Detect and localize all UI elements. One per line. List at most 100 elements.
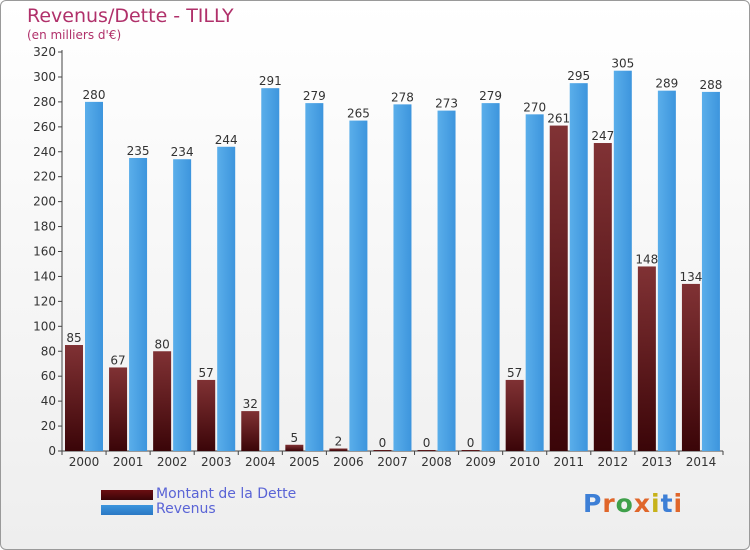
y-tick-label: 320: [33, 45, 56, 59]
debt-bar: [241, 411, 260, 451]
legend-swatch-revenue: [101, 505, 153, 515]
y-tick-label: 80: [41, 344, 56, 358]
revenue-bar: [657, 90, 676, 451]
logo-letter: r: [602, 489, 616, 518]
x-tick-label: 2008: [421, 455, 452, 469]
x-tick-label: 2002: [157, 455, 188, 469]
revenue-value-label: 279: [303, 89, 326, 103]
proxiti-logo: Proxiti: [583, 489, 683, 518]
logo-letter: P: [583, 489, 603, 518]
x-tick-label: 2007: [377, 455, 408, 469]
x-tick-label: 2009: [465, 455, 496, 469]
chart-title: Revenus/Dette - TILLY: [27, 5, 234, 27]
revenue-bar: [349, 120, 368, 451]
x-tick-label: 2011: [553, 455, 584, 469]
x-tick-label: 2000: [69, 455, 100, 469]
revenue-value-label: 305: [611, 57, 634, 71]
y-tick-label: 180: [33, 220, 56, 234]
y-tick-label: 0: [48, 444, 56, 458]
y-tick-label: 20: [41, 419, 56, 433]
debt-value-label: 0: [379, 436, 387, 450]
revenue-value-label: 279: [479, 89, 502, 103]
debt-value-label: 57: [507, 366, 522, 380]
revenue-bar: [305, 103, 324, 451]
x-tick-label: 2014: [686, 455, 717, 469]
revenue-value-label: 265: [347, 107, 370, 121]
revenue-bar: [569, 83, 588, 451]
y-tick-label: 200: [33, 195, 56, 209]
y-tick-label: 300: [33, 70, 56, 84]
y-tick-label: 100: [33, 319, 56, 333]
debt-bar: [197, 379, 216, 451]
y-tick-label: 240: [33, 145, 56, 159]
revenue-bar: [261, 88, 280, 452]
revenue-value-label: 244: [215, 133, 238, 147]
revenue-value-label: 235: [127, 144, 150, 158]
debt-bar: [681, 283, 700, 451]
x-tick-label: 2006: [333, 455, 364, 469]
x-tick-label: 2005: [289, 455, 320, 469]
y-tick-label: 220: [33, 170, 56, 184]
y-tick-label: 160: [33, 245, 56, 259]
debt-value-label: 261: [547, 112, 570, 126]
x-tick-label: 2010: [509, 455, 540, 469]
debt-value-label: 247: [591, 129, 614, 143]
revenue-bar: [129, 157, 148, 451]
revenue-value-label: 289: [655, 77, 678, 91]
revenue-value-label: 278: [391, 90, 414, 104]
debt-value-label: 5: [291, 431, 299, 445]
revenue-bar: [525, 114, 544, 451]
legend-label-debt: Montant de la Dette: [156, 486, 297, 502]
logo-letter: i: [673, 489, 684, 518]
debt-bar: [417, 450, 436, 451]
revenue-bar: [85, 101, 103, 451]
y-tick-label: 120: [33, 294, 56, 308]
debt-bar: [329, 448, 348, 451]
revenue-value-label: 270: [523, 100, 546, 114]
y-tick-label: 60: [41, 369, 56, 383]
debt-value-label: 80: [154, 337, 169, 351]
revenue-value-label: 273: [435, 97, 458, 111]
revenue-bar: [173, 159, 192, 451]
debt-value-label: 67: [110, 353, 125, 367]
revenue-value-label: 295: [567, 69, 590, 83]
revenue-value-label: 288: [699, 78, 722, 92]
y-tick-label: 260: [33, 120, 56, 134]
x-tick-label: 2003: [201, 455, 232, 469]
revenue-bar: [481, 103, 500, 451]
debt-bar: [593, 143, 612, 451]
revenue-bar: [613, 70, 632, 451]
debt-bar: [109, 367, 128, 451]
revenue-value-label: 234: [171, 145, 194, 159]
debt-bar: [153, 351, 172, 451]
debt-bar: [461, 450, 480, 451]
debt-value-label: 2: [335, 435, 343, 449]
x-tick-label: 2013: [642, 455, 673, 469]
revenue-bar: [217, 146, 236, 451]
y-tick-label: 40: [41, 394, 56, 408]
logo-letter: x: [633, 489, 651, 518]
revenue-value-label: 291: [259, 74, 282, 88]
y-tick-label: 140: [33, 269, 56, 283]
debt-bar: [373, 450, 392, 451]
debt-bar: [505, 379, 524, 451]
x-tick-label: 2004: [245, 455, 276, 469]
y-tick-label: 280: [33, 95, 56, 109]
debt-bar: [285, 444, 304, 451]
debt-value-label: 57: [199, 366, 214, 380]
revenue-value-label: 280: [83, 88, 106, 102]
revenue-bar: [393, 104, 412, 452]
debt-bar: [549, 125, 568, 452]
logo-letter: t: [660, 489, 674, 518]
debt-value-label: 134: [679, 270, 702, 284]
debt-value-label: 85: [66, 331, 81, 345]
legend-swatch-debt: [101, 490, 153, 500]
logo-letter: i: [651, 489, 661, 518]
debt-bar: [637, 266, 656, 451]
logo-letter: o: [615, 489, 634, 518]
x-tick-label: 2001: [113, 455, 144, 469]
debt-bar: [65, 345, 83, 451]
legend-label-revenue: Revenus: [156, 501, 216, 517]
debt-value-label: 0: [423, 436, 431, 450]
